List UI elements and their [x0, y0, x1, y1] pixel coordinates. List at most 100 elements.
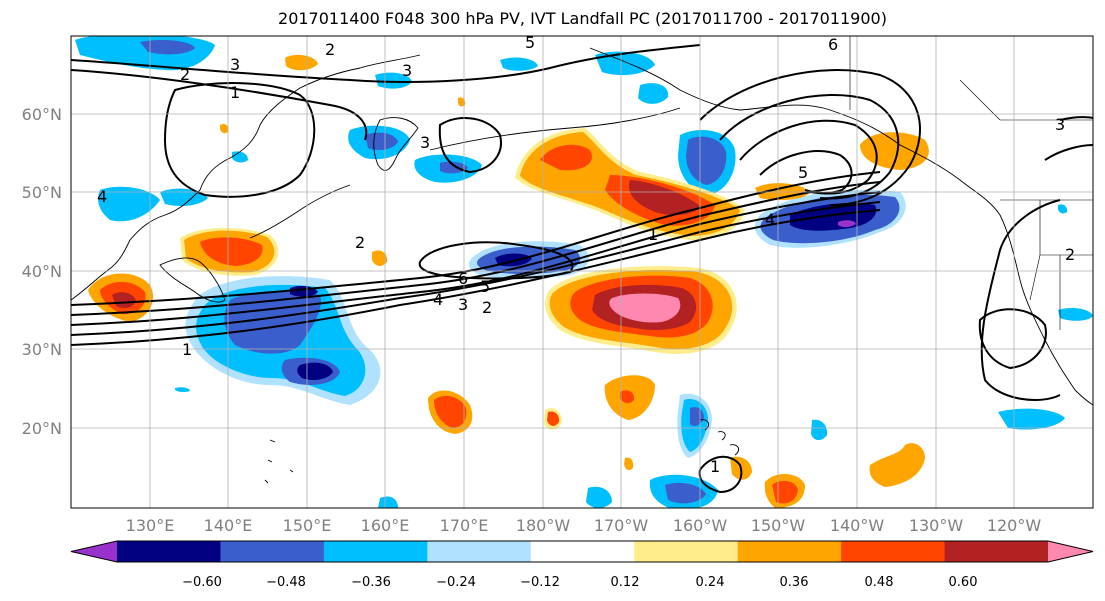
map-title: 2017011400 F048 300 hPa PV, IVT Landfall…	[278, 9, 887, 28]
anomaly-blob	[378, 496, 398, 508]
coastline-islands	[264, 439, 294, 484]
lon-label: 150°E	[283, 516, 332, 535]
anomaly-blob	[175, 387, 190, 393]
contour-label: 4	[433, 290, 443, 309]
anomaly-blob	[665, 482, 706, 504]
colorbar-segment	[117, 541, 221, 562]
lon-label: 130°E	[126, 516, 175, 535]
lon-label: 140°W	[830, 516, 885, 535]
colorbar-tick-label: 0.48	[865, 575, 894, 590]
anomaly-blob	[624, 457, 634, 471]
colorbar-segment	[220, 541, 325, 562]
coastline-aleutians	[429, 107, 681, 151]
contour-label: 1	[648, 225, 658, 244]
border-us-states	[1029, 200, 1093, 330]
contour-label: 2	[325, 40, 335, 59]
lon-label: 170°W	[594, 516, 649, 535]
contour-label: 5	[798, 163, 808, 182]
contour-line	[980, 199, 1061, 401]
graticule	[71, 36, 1093, 508]
colorbar-ticks: −0.60 −0.48 −0.36 −0.24 −0.12 0.12 0.24 …	[182, 575, 977, 590]
contour-label: 3	[420, 133, 430, 152]
contour-label: 1	[710, 457, 720, 476]
coastline-japan	[159, 257, 226, 303]
anomaly-blob	[372, 250, 388, 266]
colorbar-tick-label: 0.60	[949, 575, 978, 590]
anomaly-blob	[200, 237, 263, 266]
anomaly-blob	[440, 161, 468, 174]
contour-line	[71, 171, 881, 306]
anomaly-blob	[98, 186, 160, 222]
contour-line	[438, 117, 502, 174]
colorbar-segment	[944, 541, 1049, 562]
map-plot-area: 2 3 1 2 3 5 6 3 4 2 6 5 4 3 2 1 1 5 4 3 …	[71, 33, 1093, 508]
lon-label: 150°W	[751, 516, 806, 535]
contour-line	[698, 455, 743, 494]
lon-label: 130°W	[909, 516, 964, 535]
contour-label: 6	[828, 35, 838, 54]
lon-label: 160°W	[673, 516, 728, 535]
anomaly-blob	[772, 480, 798, 504]
anomaly-blob	[628, 180, 700, 216]
border-canada-provinces	[959, 79, 1093, 121]
longitude-labels: 130°E 140°E 150°E 160°E 170°E 180°W 170°…	[126, 516, 1042, 535]
anomaly-blob	[609, 293, 681, 323]
colorbar-segments	[70, 540, 1094, 563]
contour-label: 5	[480, 277, 490, 296]
political-borders	[849, 36, 1093, 330]
lon-label: 160°E	[361, 516, 410, 535]
contour-label: 3	[230, 55, 240, 74]
coastline-asia	[71, 54, 421, 301]
anomaly-blob	[375, 72, 412, 89]
anomaly-blob	[365, 132, 398, 150]
contour-label: 5	[525, 33, 535, 52]
anomaly-blob	[811, 419, 828, 441]
contour-label: 2	[1065, 245, 1075, 264]
colorbar-extend-low	[71, 541, 117, 562]
contour-line	[719, 93, 900, 200]
colorbar-outline	[70, 540, 1094, 563]
contour-line	[71, 209, 881, 346]
coastline-kurils	[249, 184, 351, 239]
colorbar-tick-label: −0.60	[182, 575, 222, 590]
colorbar-segment	[841, 541, 946, 562]
anomaly-blob	[1058, 204, 1068, 214]
contour-labels: 2 3 1 2 3 5 6 3 4 2 6 5 4 3 2 1 1 5 4 3 …	[97, 33, 1075, 476]
lat-label-50n: 50°N	[22, 183, 62, 202]
anomaly-blob	[140, 40, 195, 55]
colorbar-tick-label: −0.24	[436, 575, 476, 590]
contour-line	[71, 44, 701, 83]
contour-label: 3	[1055, 115, 1065, 134]
lat-label-60n: 60°N	[22, 105, 62, 124]
lat-label-20n: 20°N	[22, 419, 62, 438]
coastline-alaska	[589, 47, 1093, 406]
contour-line	[699, 69, 921, 206]
contour-line	[418, 241, 574, 280]
contour-label: 1	[182, 340, 192, 359]
map-frame	[70, 35, 1094, 509]
anomaly-blob	[638, 83, 669, 104]
anomaly-blob	[838, 220, 856, 228]
lon-label: 140°E	[204, 516, 253, 535]
anomaly-blob	[500, 57, 538, 71]
anomaly-blob	[686, 136, 727, 185]
colorbar-segment	[634, 541, 739, 562]
colorbar-segment	[530, 541, 635, 562]
contour-line	[163, 82, 316, 198]
anomaly-blob	[160, 188, 208, 206]
colorbar-segment	[427, 541, 532, 562]
latitude-labels: 60°N 50°N 40°N 30°N 20°N	[22, 105, 62, 438]
colorbar-tick-label: 0.24	[696, 575, 725, 590]
colorbar-tick-label: −0.48	[266, 575, 306, 590]
positive-anomaly-shading	[88, 54, 929, 508]
contour-label: 2	[355, 233, 365, 252]
colorbar-tick-label: −0.12	[520, 575, 560, 590]
contour-line	[71, 69, 368, 141]
coastline-hawaii	[699, 419, 740, 456]
lon-label: 180°W	[516, 516, 571, 535]
contour-label: 6	[458, 269, 468, 288]
contour-line	[71, 181, 881, 316]
anomaly-blob	[220, 123, 229, 134]
